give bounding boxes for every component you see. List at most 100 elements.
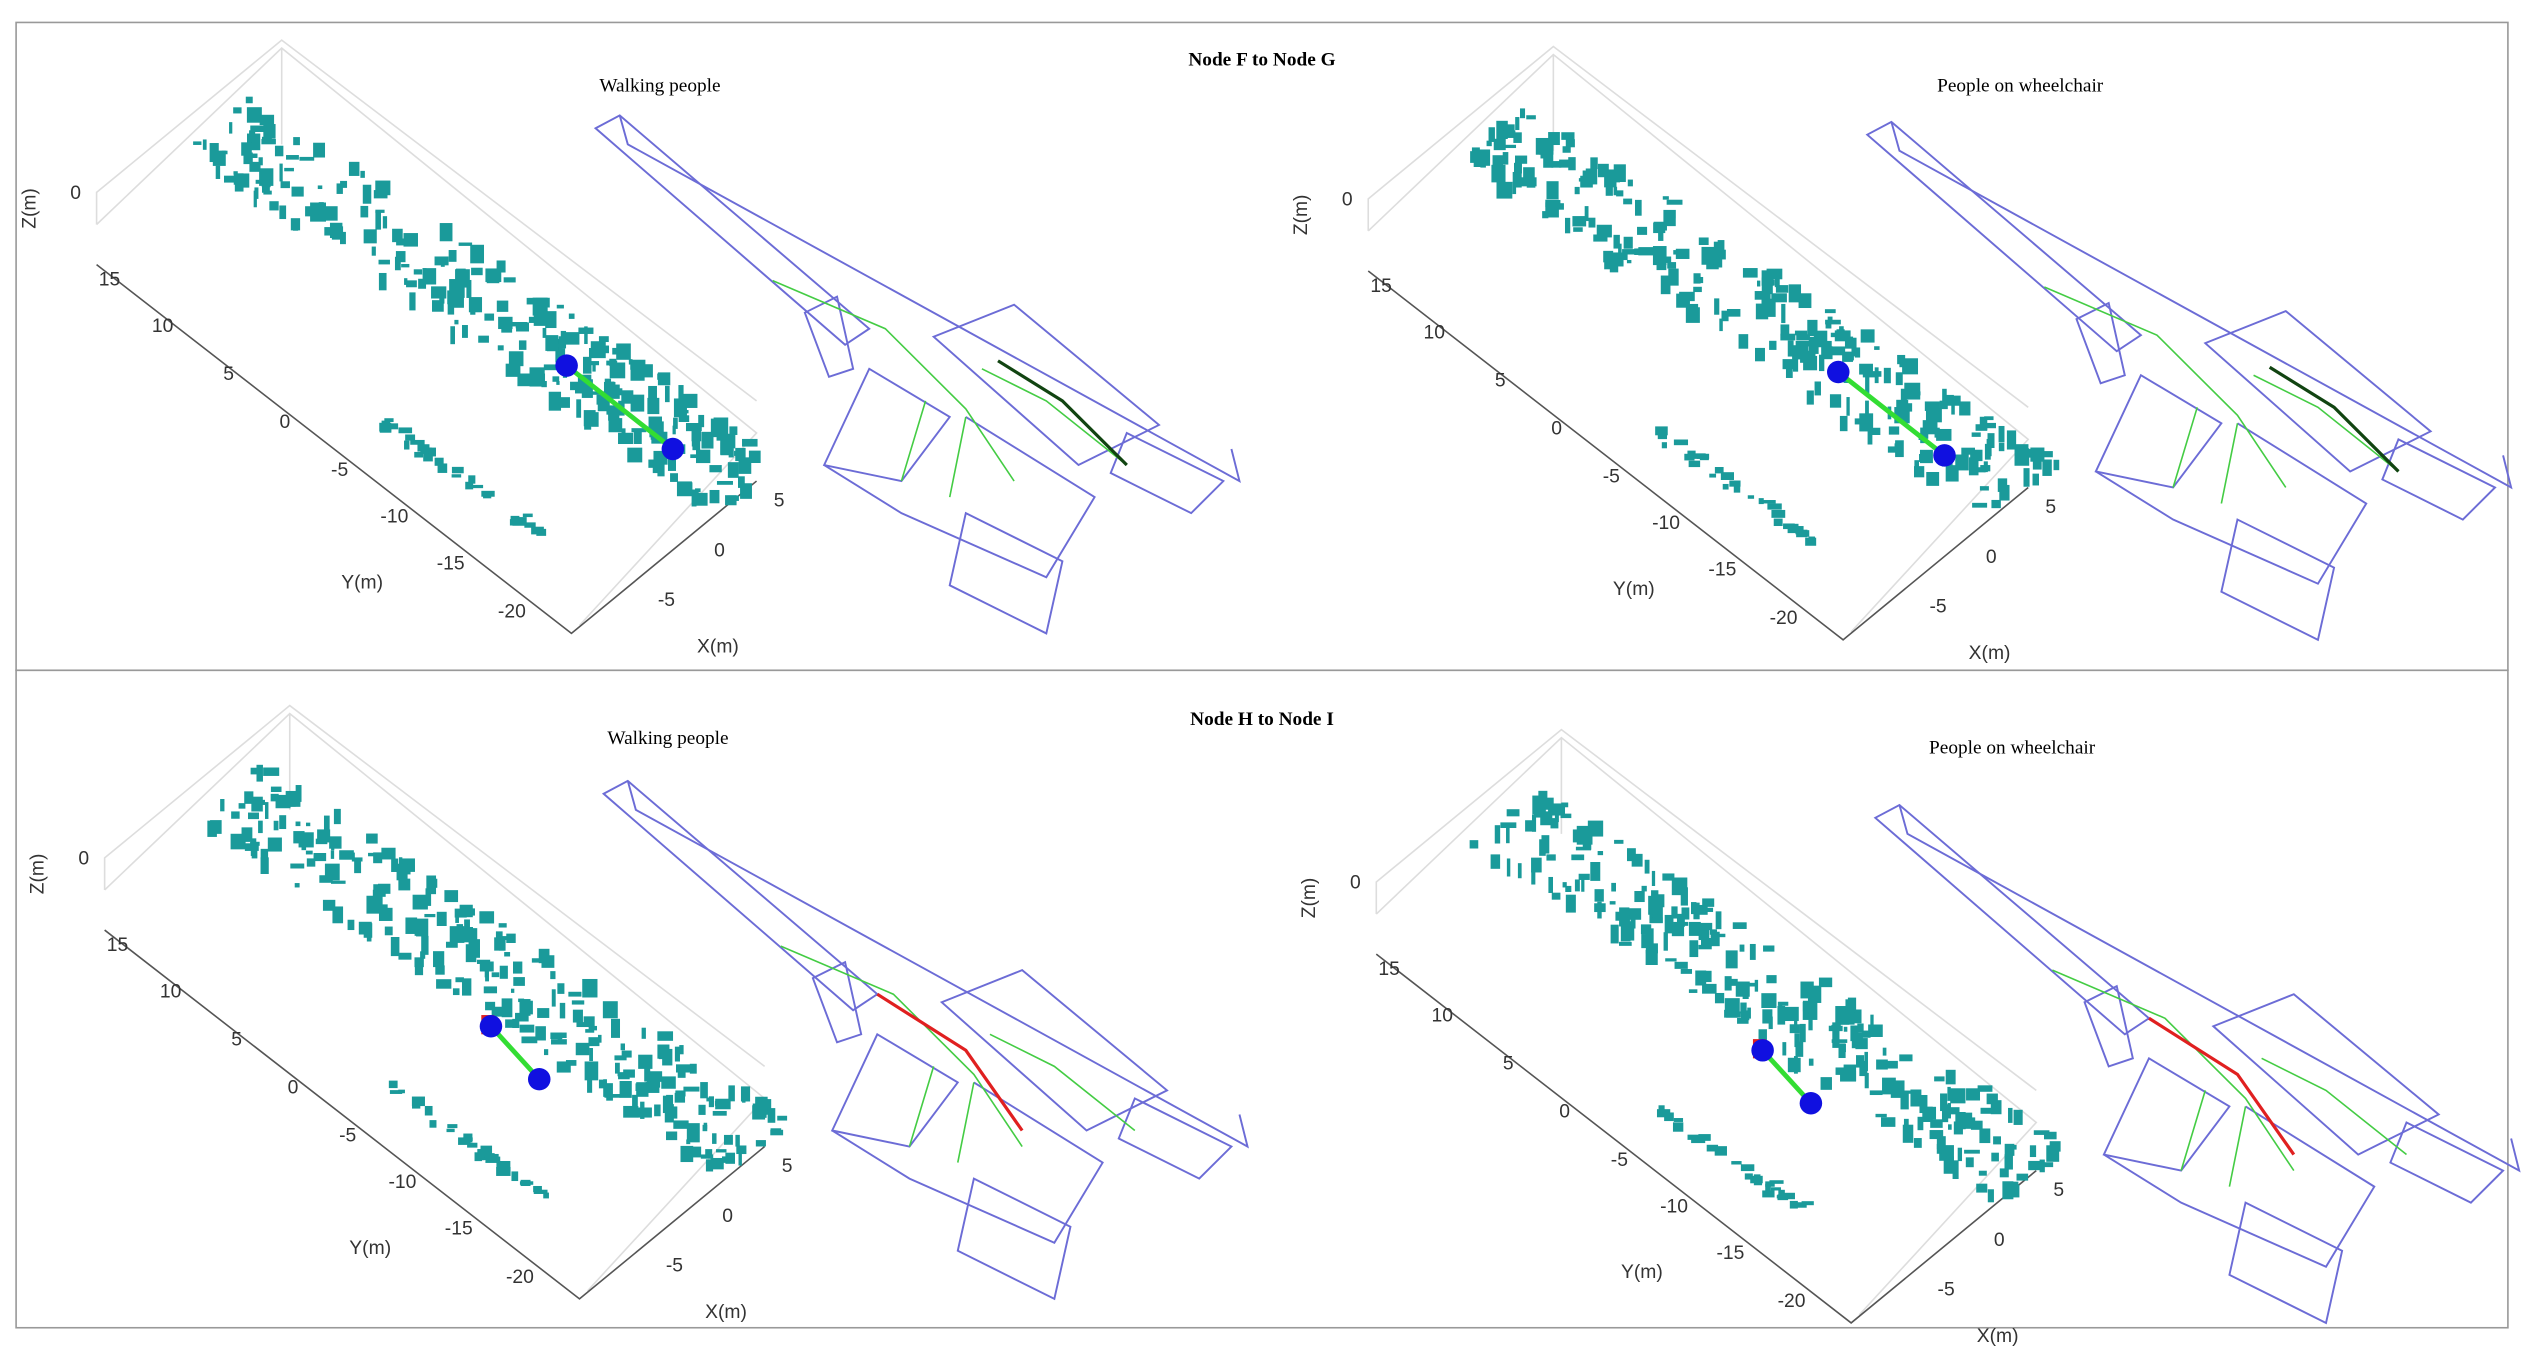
point-cluster [642, 364, 653, 378]
x-tick-label: -5 [1929, 597, 1946, 618]
point-cluster [695, 488, 701, 493]
y-tick-label: 5 [223, 364, 234, 385]
point-cluster [518, 340, 527, 350]
point-cluster [661, 1076, 676, 1089]
y-tick-label: 15 [1378, 959, 1399, 980]
point-cluster [1573, 227, 1583, 232]
point-cluster [1814, 381, 1821, 396]
point-cluster [463, 1137, 473, 1141]
point-cluster [513, 961, 523, 974]
point-cluster [485, 1001, 496, 1011]
point-cluster [1664, 914, 1674, 934]
point-cluster [437, 463, 448, 473]
person-marker [661, 437, 685, 461]
point-cluster [583, 1016, 595, 1027]
point-cluster [1558, 203, 1564, 210]
point-cluster [1778, 1005, 1783, 1015]
point-cluster [375, 180, 391, 196]
building-outline [823, 416, 1096, 579]
point-cluster [1688, 460, 1701, 468]
point-cluster [447, 290, 461, 305]
point-cluster [623, 1105, 639, 1118]
route-map [2148, 1016, 2296, 1156]
point-cluster [1948, 1107, 1960, 1115]
point-cluster [378, 272, 387, 291]
point-cluster [1603, 250, 1614, 263]
point-cluster [557, 1037, 562, 1044]
point-cluster [1832, 1022, 1841, 1027]
point-cluster [1801, 1201, 1814, 1206]
point-cluster [1791, 1013, 1799, 1018]
point-cluster [1755, 347, 1765, 362]
point-cluster [1976, 1183, 1988, 1193]
x-axis-label: X(m) [697, 637, 739, 658]
point-cluster [1844, 336, 1854, 349]
point-cluster [404, 278, 408, 285]
point-cluster [1903, 1118, 1909, 1133]
point-cluster [1564, 217, 1571, 234]
point-cluster [1655, 426, 1668, 436]
point-cluster [1515, 155, 1528, 164]
point-cluster [1533, 803, 1543, 818]
point-cluster [581, 379, 593, 398]
point-cluster [420, 951, 426, 959]
point-cluster [752, 1105, 766, 1120]
point-cluster [1795, 527, 1804, 535]
point-cluster [455, 915, 459, 923]
point-cluster [285, 790, 301, 807]
person-marker [555, 354, 578, 377]
point-cluster [1525, 820, 1533, 832]
point-cluster [1622, 249, 1635, 255]
point-cluster [491, 972, 500, 978]
point-cluster [465, 944, 477, 963]
point-cluster [712, 1133, 717, 1144]
y-axis-label: Y(m) [341, 573, 383, 594]
point-cluster [740, 1086, 751, 1102]
point-cluster [406, 280, 417, 288]
point-cluster [461, 978, 472, 996]
point-cluster [1978, 1170, 1987, 1176]
person-marker [1799, 1092, 1823, 1115]
point-cluster [499, 965, 508, 979]
point-cluster [1506, 827, 1510, 844]
point-cluster [398, 857, 403, 870]
point-cluster [603, 345, 610, 354]
point-cluster [705, 1149, 713, 1159]
point-cluster [1668, 268, 1679, 286]
point-cluster [1919, 449, 1933, 464]
point-cluster [466, 279, 472, 298]
x-tick-label: 0 [1986, 547, 1997, 568]
point-cluster [583, 410, 596, 427]
point-cluster [648, 385, 657, 403]
point-cluster [1968, 457, 1979, 476]
point-cluster [251, 796, 263, 812]
point-cluster [1565, 885, 1572, 892]
point-cluster [1781, 303, 1786, 324]
point-cluster [1798, 293, 1812, 309]
point-cluster [372, 889, 383, 907]
point-cluster [518, 998, 525, 1003]
point-cluster [1818, 354, 1825, 372]
point-cluster [373, 884, 386, 897]
point-cluster [238, 803, 246, 809]
person-marker [1751, 1039, 1774, 1062]
point-cluster [1551, 892, 1561, 900]
point-cluster [1613, 186, 1618, 196]
point-cluster [1597, 851, 1604, 856]
point-cluster [1562, 146, 1571, 153]
point-cluster [524, 522, 536, 528]
point-cluster [738, 476, 745, 488]
point-cluster [511, 321, 528, 327]
point-cluster [1548, 132, 1560, 146]
point-cluster [1512, 171, 1522, 188]
point-cluster [1613, 234, 1620, 249]
panel-title: Node F to Node G [1188, 50, 1335, 71]
point-cluster [1900, 1092, 1909, 1110]
y-tick-label: 5 [1503, 1054, 1514, 1075]
point-cluster [484, 313, 495, 321]
point-cluster [1796, 1202, 1807, 1208]
point-cluster [735, 1134, 740, 1147]
point-cluster [505, 1019, 514, 1028]
point-cluster [1867, 371, 1882, 377]
point-cluster [1627, 179, 1633, 187]
